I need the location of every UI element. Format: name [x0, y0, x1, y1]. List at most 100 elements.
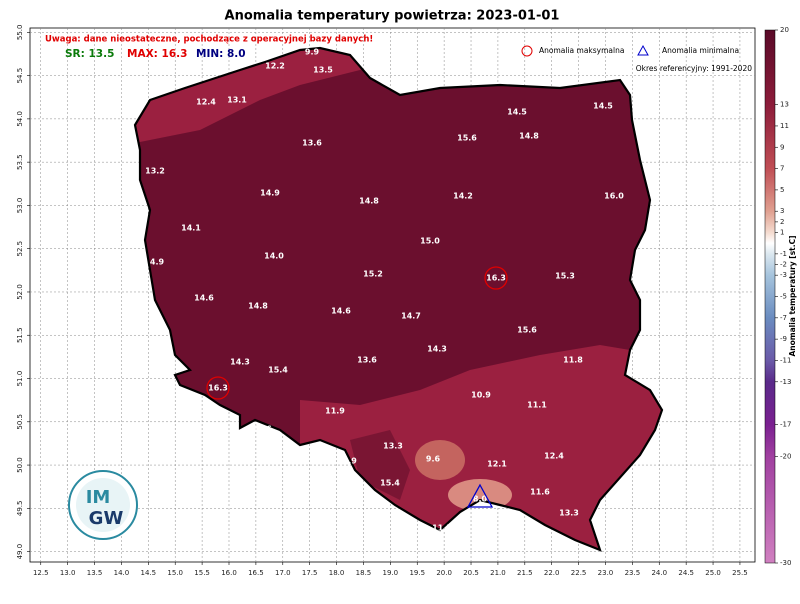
x-tick-label: 14.0	[114, 569, 130, 577]
station-value: 11.9	[337, 457, 357, 466]
x-tick-label: 22.5	[571, 569, 587, 577]
station-value: 14.8	[359, 197, 379, 206]
station-value: 12.4	[196, 98, 216, 107]
colorbar-tick-label: 5	[780, 186, 784, 194]
y-tick-label: 51.0	[16, 371, 24, 387]
station-value: 16.3	[208, 384, 228, 393]
station-value: 4.9	[150, 258, 165, 267]
station-value: 14.5	[593, 102, 613, 111]
x-tick-label: 19.0	[383, 569, 399, 577]
x-tick-label: 14.5	[141, 569, 157, 577]
colorbar-tick-label: -17	[780, 420, 791, 428]
colorbar-tick-label: -20	[780, 452, 791, 460]
station-value: 15.6	[457, 134, 477, 143]
station-value: 14.6	[194, 294, 214, 303]
x-tick-label: 19.5	[409, 569, 425, 577]
y-tick-label: 52.0	[16, 284, 24, 300]
logo-text: GW	[89, 508, 124, 529]
x-tick-label: 15.0	[167, 569, 183, 577]
x-tick-label: 20.0	[436, 569, 452, 577]
station-value: 9.9	[305, 48, 320, 57]
x-tick-label: 23.0	[598, 569, 614, 577]
y-tick-label: 53.5	[16, 154, 24, 170]
station-value: 11.8	[563, 356, 583, 365]
station-value: 11.9	[325, 407, 345, 416]
station-value: 15.4	[380, 479, 400, 488]
x-tick-label: 16.0	[221, 569, 237, 577]
max-marker	[484, 266, 508, 290]
title: Anomalia temperatury powietrza: 2023-01-…	[225, 9, 560, 24]
station-value: 14.3	[230, 358, 250, 367]
colorbar-tick-label: -3	[780, 271, 787, 279]
max-marker	[206, 376, 230, 400]
station-value: 15.2	[363, 270, 383, 279]
x-tick-label: 25.0	[705, 569, 721, 577]
warning: Uwaga: dane nieostateczne, pochodzące z …	[45, 35, 373, 45]
legend-min-symbol	[637, 44, 649, 56]
y-tick-label: 49.5	[16, 501, 24, 517]
colorbar-tick-label: -30	[780, 559, 791, 567]
y-tick-label: 51.5	[16, 327, 24, 343]
y-tick-label: 52.5	[16, 241, 24, 257]
station-value: 16.3	[486, 274, 506, 283]
station-value: 11.1	[527, 401, 547, 410]
logo: IM GW	[68, 470, 138, 540]
y-tick-label: 53.0	[16, 198, 24, 214]
station-value: 14.7	[401, 312, 421, 321]
colorbar-tick-label: 1	[780, 229, 784, 237]
x-tick-label: 24.5	[678, 569, 694, 577]
x-tick-label: 23.5	[625, 569, 641, 577]
station-value: 13.1	[227, 96, 247, 105]
x-tick-label: 13.5	[87, 569, 103, 577]
station-value: 13.6	[357, 356, 377, 365]
colorbar-tick-label: 13	[780, 101, 789, 109]
x-tick-label: 13.0	[60, 569, 76, 577]
x-tick-label: 24.0	[651, 569, 667, 577]
station-value: 13.3	[383, 442, 403, 451]
logo-text: IM	[86, 487, 111, 508]
colorbar-tick-label: 11	[780, 122, 789, 130]
y-tick-label: 54.5	[16, 68, 24, 84]
station-value: 12.2	[265, 62, 285, 71]
colorbar-tick-label: 7	[780, 165, 784, 173]
legend-max: Anomalia maksymalna	[539, 46, 624, 55]
station-value: 14.9	[260, 189, 280, 198]
stat: SR: 13.5	[65, 48, 114, 60]
station-value: 14.5	[507, 108, 527, 117]
x-tick-label: 17.0	[275, 569, 291, 577]
colorbar-tick-label: 20	[780, 26, 789, 34]
station-value: 9.6	[426, 455, 441, 464]
colorbar-tick-label: -7	[780, 314, 787, 322]
station-value: 14.0	[264, 252, 284, 261]
colorbar-tick-label: 2	[780, 218, 784, 226]
x-tick-label: 16.5	[248, 569, 264, 577]
station-value: 15.4	[268, 366, 288, 375]
x-tick-label: 21.5	[517, 569, 533, 577]
min-marker	[466, 483, 494, 508]
station-value: 12.4	[544, 452, 564, 461]
station-value: 13.5	[313, 66, 333, 75]
station-value: 14.1	[181, 224, 201, 233]
station-value: 15.0	[420, 237, 440, 246]
colorbar-tick-label: -5	[780, 293, 787, 301]
station-value: 14.8	[519, 132, 539, 141]
station-value: 11.5	[432, 524, 452, 533]
station-value: 15.6	[517, 326, 537, 335]
colorbar-tick-label: -13	[780, 378, 791, 386]
station-value: 13.3	[559, 509, 579, 518]
colorbar-tick-label: 9	[780, 143, 784, 151]
station-value: 16.0	[604, 192, 624, 201]
station-value: 14.6	[331, 307, 351, 316]
station-value: 11.6	[530, 488, 550, 497]
station-value: 13.6	[302, 139, 322, 148]
station-value: 14.8	[248, 302, 268, 311]
x-tick-label: 18.0	[329, 569, 345, 577]
x-tick-label: 22.0	[544, 569, 560, 577]
station-value: 14.3	[427, 345, 447, 354]
x-tick-label: 17.5	[302, 569, 318, 577]
colorbar-tick-label: -1	[780, 250, 787, 258]
station-value: 15.3	[555, 272, 575, 281]
x-tick-label: 25.5	[732, 569, 748, 577]
y-tick-label: 55.0	[16, 25, 24, 41]
